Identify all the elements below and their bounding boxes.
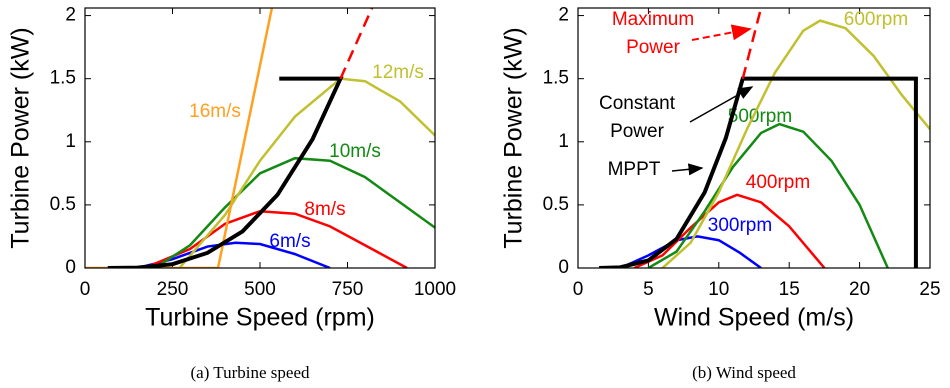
series-line — [144, 209, 408, 268]
arrow — [689, 86, 754, 123]
series-label: 16m/s — [189, 101, 241, 122]
series-line — [633, 193, 826, 268]
series-label: 500rpm — [728, 106, 792, 127]
y-tick-label: 1 — [558, 131, 569, 152]
series-line — [107, 76, 344, 268]
series-line — [741, 8, 763, 79]
x-axis-label: Turbine Speed (rpm) — [145, 304, 375, 332]
annotation: Maximum — [612, 9, 694, 30]
series-line — [154, 156, 435, 268]
series-label: 12m/s — [372, 62, 424, 83]
x-tick-label: 250 — [157, 279, 189, 300]
series-line — [647, 122, 889, 268]
series-line — [85, 8, 274, 268]
series-label: 400rpm — [746, 172, 810, 193]
annotation: Power — [626, 37, 681, 58]
annotation: MPPT — [608, 159, 661, 180]
y-tick-label: 1.5 — [543, 68, 569, 89]
x-tick-label: 15 — [779, 279, 800, 300]
x-tick-label: 0 — [573, 279, 584, 300]
x-tick-label: 1000 — [414, 279, 456, 300]
x-tick-label: 0 — [80, 279, 91, 300]
series-line — [339, 8, 374, 80]
series-label: 6m/s — [269, 231, 310, 252]
plot-frame — [577, 7, 931, 269]
y-axis-label: Turbine Power (kW) — [7, 27, 35, 248]
x-tick-label: 10 — [708, 279, 729, 300]
x-tick-label: 25 — [919, 279, 940, 300]
y-tick-label: 1.5 — [50, 68, 76, 89]
y-tick-label: 0 — [65, 257, 76, 278]
series-label: 300rpm — [708, 215, 772, 236]
caption: (b) Wind speed — [692, 363, 796, 382]
y-axis-label: Turbine Power (kW) — [500, 27, 528, 248]
y-tick-label: 2 — [65, 5, 76, 26]
series-line — [619, 235, 762, 268]
x-tick-label: 750 — [332, 279, 364, 300]
annotation: Power — [610, 121, 665, 142]
series-line — [137, 241, 331, 268]
plot-frame — [84, 7, 436, 269]
y-tick-label: 0.5 — [50, 194, 76, 215]
arrow — [691, 24, 752, 41]
series-line — [661, 19, 930, 268]
x-tick-label: 5 — [643, 279, 654, 300]
y-tick-label: 0 — [558, 257, 569, 278]
x-tick-label: 20 — [849, 279, 870, 300]
series-label: 8m/s — [304, 199, 345, 220]
arrow — [671, 163, 704, 176]
y-tick-label: 2 — [558, 5, 569, 26]
y-tick-label: 1 — [65, 131, 76, 152]
x-axis-label: Wind Speed (m/s) — [654, 304, 854, 332]
series-label: 600rpm — [844, 9, 908, 30]
series-label: 10m/s — [329, 141, 381, 162]
annotation: Constant — [599, 93, 676, 114]
y-tick-label: 0.5 — [543, 194, 569, 215]
caption: (a) Turbine speed — [191, 363, 310, 382]
series-line — [599, 76, 918, 268]
x-tick-label: 500 — [244, 279, 276, 300]
